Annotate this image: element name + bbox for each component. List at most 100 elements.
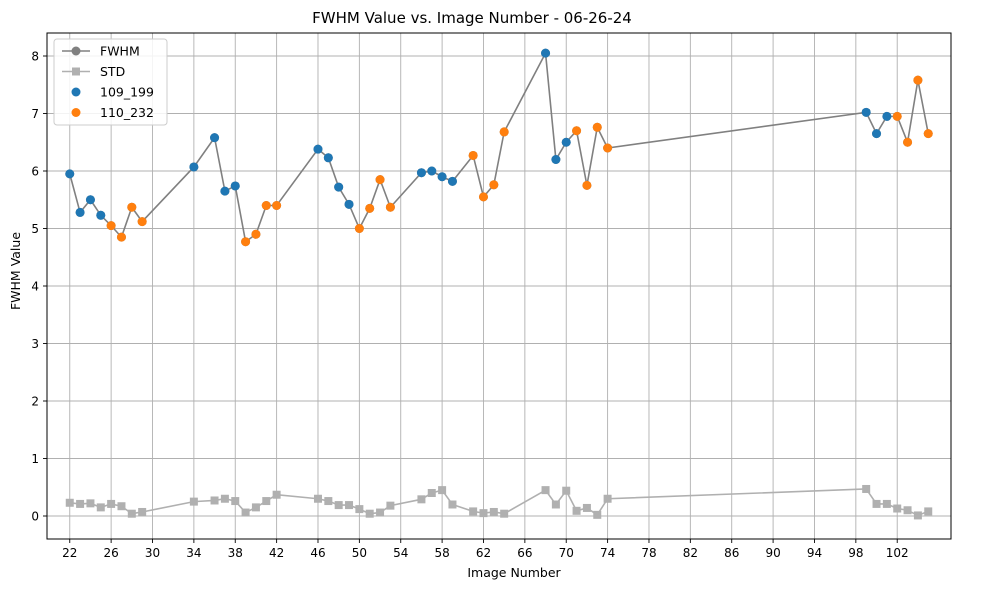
data-point <box>582 503 591 512</box>
x-tick-label: 42 <box>269 546 284 560</box>
y-tick-label: 2 <box>31 395 39 409</box>
data-point <box>65 169 75 179</box>
plot-area <box>65 48 933 520</box>
legend-marker <box>71 87 81 97</box>
data-point <box>561 137 571 147</box>
data-point <box>137 217 147 227</box>
data-point <box>416 168 426 178</box>
data-point <box>65 498 74 507</box>
x-tick-label: 54 <box>393 546 408 560</box>
data-point <box>116 232 126 242</box>
data-point <box>75 207 85 217</box>
data-point <box>923 129 933 139</box>
data-point <box>541 48 551 58</box>
data-point <box>231 497 240 506</box>
y-tick-label: 3 <box>31 337 39 351</box>
data-point <box>478 192 488 202</box>
y-axis-label: FWHM Value <box>8 232 23 310</box>
data-point <box>386 501 395 510</box>
y-tick-label: 0 <box>31 510 39 524</box>
data-point <box>913 511 922 520</box>
data-point <box>862 484 871 493</box>
data-point <box>76 499 85 508</box>
legend-marker <box>71 108 81 117</box>
data-point <box>582 180 592 190</box>
data-point <box>438 486 447 495</box>
data-point <box>230 181 240 191</box>
x-tick-label: 62 <box>476 546 491 560</box>
data-point <box>324 497 333 506</box>
data-point <box>86 499 95 508</box>
data-point <box>241 508 250 517</box>
data-point <box>448 500 457 509</box>
data-point <box>437 172 447 182</box>
data-point <box>355 505 364 514</box>
data-point <box>241 237 251 247</box>
data-point <box>127 202 137 212</box>
data-point <box>127 509 136 518</box>
data-point <box>376 508 385 517</box>
x-tick-label: 102 <box>886 546 909 560</box>
legend-box <box>53 38 168 126</box>
series-110-232 <box>106 75 933 247</box>
x-tick-label: 98 <box>848 546 863 560</box>
legend-label: 110_232 <box>100 105 154 120</box>
data-point <box>272 201 282 210</box>
data-point <box>469 507 478 516</box>
legend-label: STD <box>100 64 125 79</box>
data-point <box>189 497 198 506</box>
data-point <box>427 166 437 176</box>
x-tick-label: 82 <box>683 546 698 560</box>
data-point <box>593 510 602 519</box>
data-point <box>220 186 230 196</box>
data-point <box>499 127 509 137</box>
legend-item: FWHM <box>62 44 140 59</box>
data-point <box>345 501 354 510</box>
data-point <box>323 153 333 163</box>
legend-label: FWHM <box>100 44 140 59</box>
data-point <box>551 155 561 164</box>
data-point <box>913 75 923 85</box>
data-point <box>447 176 457 186</box>
data-point <box>903 137 913 147</box>
data-point <box>603 143 613 153</box>
x-tick-label: 94 <box>807 546 822 560</box>
x-axis-ticks: 22 26 30 34 38 42 46 50 54 58 62 66 70 74 78 82 86 90 94 98… <box>62 539 909 560</box>
x-tick-label: 34 <box>186 546 201 560</box>
legend-marker <box>71 46 81 56</box>
series-fwhm <box>65 48 933 247</box>
legend-label: 109_199 <box>100 85 154 100</box>
x-tick-label: 50 <box>352 546 367 560</box>
data-point <box>892 111 902 121</box>
x-tick-label: 74 <box>600 546 615 560</box>
data-point <box>117 502 126 511</box>
data-point <box>210 496 219 505</box>
data-point <box>220 494 229 503</box>
legend-item: STD <box>62 64 125 79</box>
data-point <box>334 501 343 510</box>
y-tick-label: 5 <box>31 222 39 236</box>
x-tick-label: 70 <box>559 546 574 560</box>
data-point <box>882 499 891 508</box>
x-tick-label: 78 <box>641 546 656 560</box>
data-point <box>489 507 498 516</box>
data-point <box>500 509 509 518</box>
data-point <box>551 500 560 509</box>
data-point <box>427 489 436 497</box>
data-point <box>334 182 344 192</box>
data-point <box>572 506 581 515</box>
data-point <box>107 499 116 508</box>
y-axis-ticks: 0 1 2 3 4 5 6 7 8 <box>31 50 47 524</box>
x-tick-label: 26 <box>103 546 118 560</box>
data-point <box>385 202 395 212</box>
x-tick-label: 86 <box>724 546 739 560</box>
data-point <box>417 495 426 504</box>
data-point <box>903 506 912 515</box>
data-point <box>344 199 354 209</box>
x-tick-label: 58 <box>434 546 449 560</box>
data-point <box>562 486 571 495</box>
data-point <box>96 503 105 512</box>
y-tick-label: 6 <box>31 165 39 179</box>
data-point <box>210 133 220 143</box>
data-point <box>365 509 374 518</box>
